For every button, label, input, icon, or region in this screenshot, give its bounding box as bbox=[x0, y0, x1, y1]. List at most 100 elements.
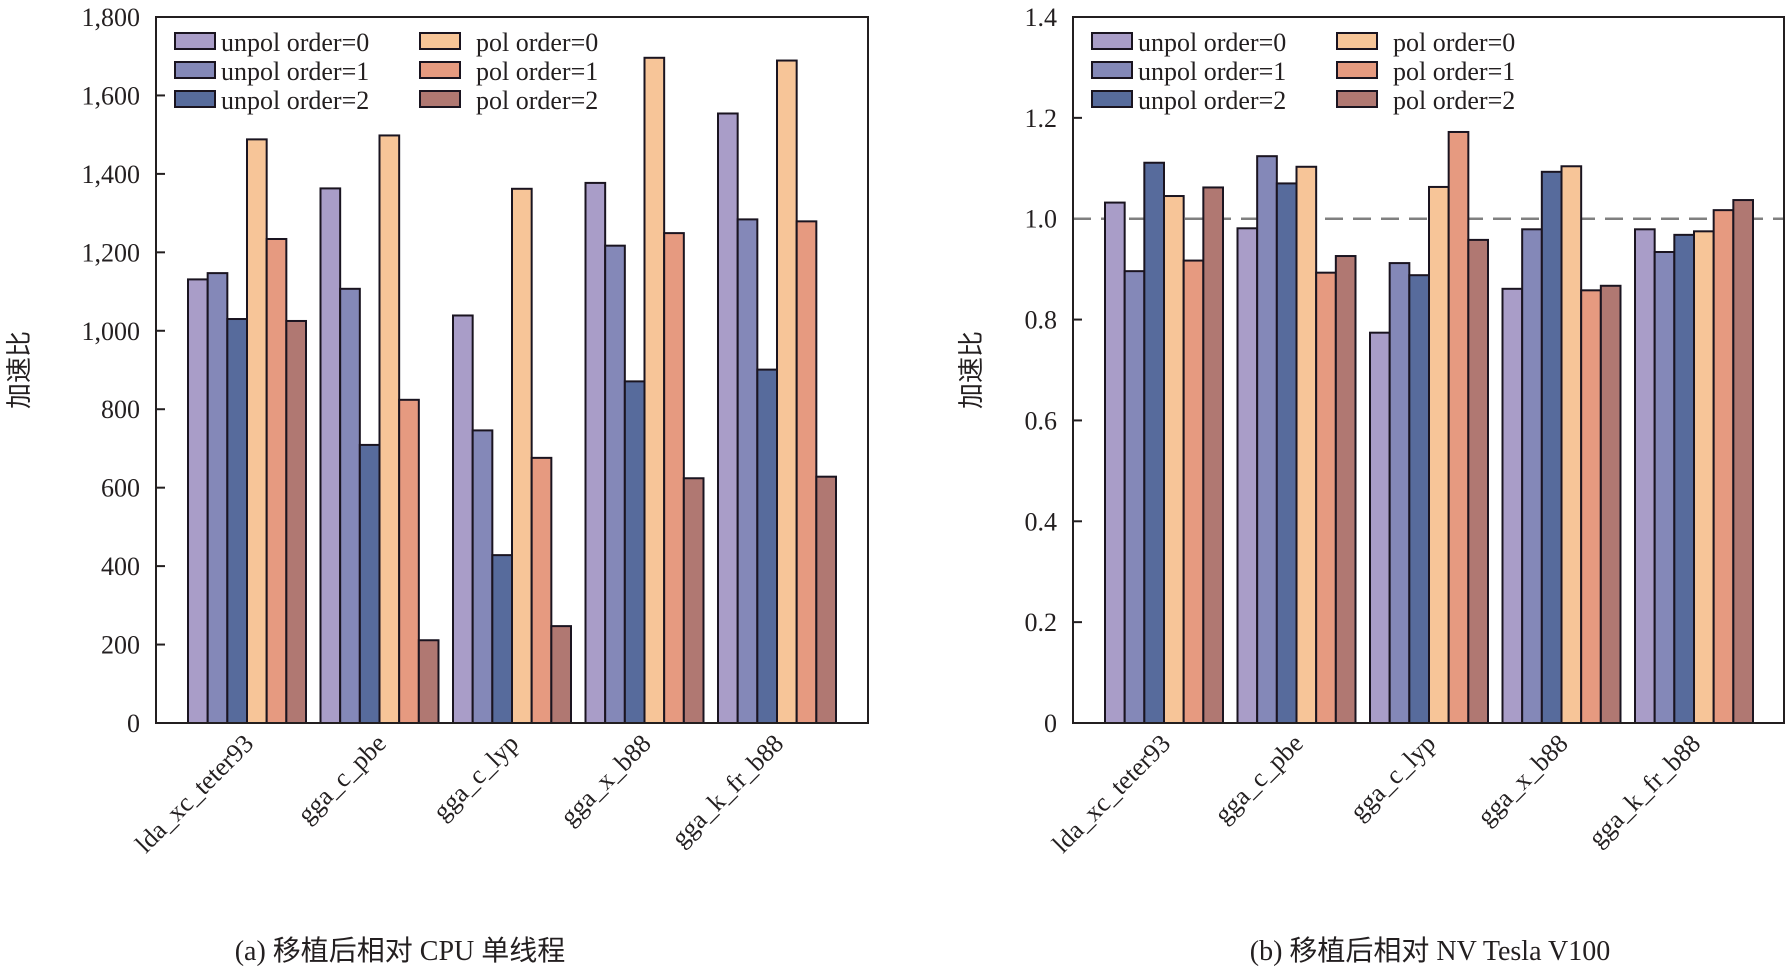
bar bbox=[1408, 274, 1431, 724]
y-tick-label: 400 bbox=[101, 552, 140, 581]
bar bbox=[206, 272, 229, 724]
bar bbox=[417, 639, 440, 724]
x-tick-label: gga_c_pbe bbox=[292, 729, 392, 829]
legend-item: unpol order=1 bbox=[1091, 57, 1286, 86]
x-tick-label: gga_c_lyp bbox=[1344, 729, 1441, 826]
legend-swatch bbox=[174, 90, 216, 108]
legend-item: pol order=0 bbox=[419, 28, 598, 57]
bar bbox=[643, 56, 666, 724]
y-tick-label: 0.4 bbox=[1025, 507, 1058, 536]
y-tick-label: 1,000 bbox=[82, 317, 141, 346]
bar bbox=[1295, 165, 1318, 725]
legend-label: pol order=2 bbox=[476, 86, 598, 115]
y-tick-label: 1,400 bbox=[82, 160, 141, 189]
y-tick-label: 1,600 bbox=[82, 81, 141, 110]
legend-item: pol order=0 bbox=[1336, 28, 1515, 57]
chart-caption: (b) 移植后相对 NV Tesla V100 bbox=[1250, 935, 1610, 967]
y-tick-label: 600 bbox=[101, 474, 140, 503]
bar bbox=[1182, 259, 1205, 724]
y-tick-label: 800 bbox=[101, 395, 140, 424]
y-tick-label: 0.8 bbox=[1025, 306, 1058, 335]
bar bbox=[339, 287, 361, 724]
legend-swatch bbox=[174, 61, 216, 79]
y-tick-label: 0.6 bbox=[1025, 406, 1058, 435]
bar bbox=[226, 318, 248, 724]
plot-frame bbox=[1072, 16, 1785, 724]
bar bbox=[1163, 195, 1185, 724]
legend-label: pol order=0 bbox=[1393, 28, 1515, 57]
bar bbox=[187, 278, 209, 724]
legend-swatch bbox=[1336, 90, 1378, 108]
bar bbox=[530, 456, 553, 724]
legend-label: unpol order=1 bbox=[221, 57, 369, 86]
legend-label: pol order=1 bbox=[1393, 57, 1515, 86]
legend-item: pol order=2 bbox=[1336, 86, 1515, 115]
legend-swatch bbox=[1336, 32, 1378, 50]
y-tick-label: 1,800 bbox=[82, 3, 141, 32]
bar bbox=[1388, 262, 1411, 724]
bar bbox=[1521, 228, 1543, 724]
bar bbox=[584, 181, 607, 725]
chart-caption: (a) 移植后相对 CPU 单线程 bbox=[235, 935, 566, 967]
bar bbox=[1334, 255, 1357, 724]
legend-swatch bbox=[1336, 61, 1378, 79]
legend-item: pol order=1 bbox=[1336, 57, 1515, 86]
bar bbox=[265, 237, 288, 724]
bar bbox=[1256, 155, 1278, 724]
bar bbox=[1560, 165, 1583, 725]
y-tick-label: 0 bbox=[127, 709, 140, 738]
x-tick-label: gga_c_lyp bbox=[427, 729, 524, 826]
legend-item: unpol order=2 bbox=[1091, 86, 1286, 115]
bar bbox=[491, 554, 514, 725]
x-tick-label: gga_c_pbe bbox=[1209, 729, 1309, 829]
y-tick-label: 0 bbox=[1044, 709, 1057, 738]
bar bbox=[378, 134, 401, 724]
bar bbox=[1236, 227, 1259, 724]
legend-label: pol order=1 bbox=[476, 57, 598, 86]
bar bbox=[1315, 271, 1337, 724]
bar bbox=[1580, 289, 1602, 724]
y-tick-label: 200 bbox=[101, 631, 140, 660]
y-axis-label: 加速比 bbox=[957, 331, 986, 409]
bar bbox=[1599, 284, 1622, 724]
x-tick-label: gga_x_b88 bbox=[555, 729, 657, 831]
bar bbox=[1123, 270, 1146, 724]
legend-swatch bbox=[1091, 32, 1133, 50]
legend-swatch bbox=[1091, 90, 1133, 108]
bar bbox=[623, 380, 646, 724]
legend-label: unpol order=2 bbox=[221, 86, 369, 115]
bar bbox=[795, 220, 818, 724]
y-tick-label: 0.2 bbox=[1025, 608, 1058, 637]
bar bbox=[452, 314, 474, 724]
bar bbox=[1447, 130, 1470, 724]
bar bbox=[1712, 209, 1735, 725]
bar bbox=[1369, 331, 1391, 724]
bar bbox=[1202, 186, 1225, 725]
bar bbox=[682, 477, 705, 724]
bar bbox=[736, 218, 759, 725]
bar bbox=[1673, 233, 1696, 724]
legend-label: unpol order=0 bbox=[1138, 28, 1286, 57]
legend-item: pol order=2 bbox=[419, 86, 598, 115]
bar bbox=[1540, 170, 1563, 724]
bar bbox=[246, 138, 268, 724]
bar bbox=[511, 187, 533, 724]
bar bbox=[756, 368, 778, 724]
legend-label: unpol order=1 bbox=[1138, 57, 1286, 86]
bar bbox=[776, 59, 798, 724]
legend-swatch bbox=[1091, 61, 1133, 79]
x-tick-label: gga_x_b88 bbox=[1472, 729, 1574, 831]
y-tick-label: 1,200 bbox=[82, 238, 141, 267]
chart-cpu-speedup: 加速比 (a) 移植后相对 CPU 单线程 0 200 400 600 800 1,000… bbox=[5, 3, 869, 967]
bar bbox=[285, 319, 308, 724]
legend-item: pol order=1 bbox=[419, 57, 598, 86]
y-tick-label: 1.4 bbox=[1025, 3, 1058, 32]
bar bbox=[1428, 185, 1450, 725]
y-tick-label: 1.0 bbox=[1025, 205, 1058, 234]
bar bbox=[1653, 250, 1676, 725]
bar bbox=[358, 443, 381, 724]
y-tick-label: 1.2 bbox=[1025, 104, 1058, 133]
bar bbox=[604, 244, 626, 724]
bar bbox=[717, 112, 739, 724]
